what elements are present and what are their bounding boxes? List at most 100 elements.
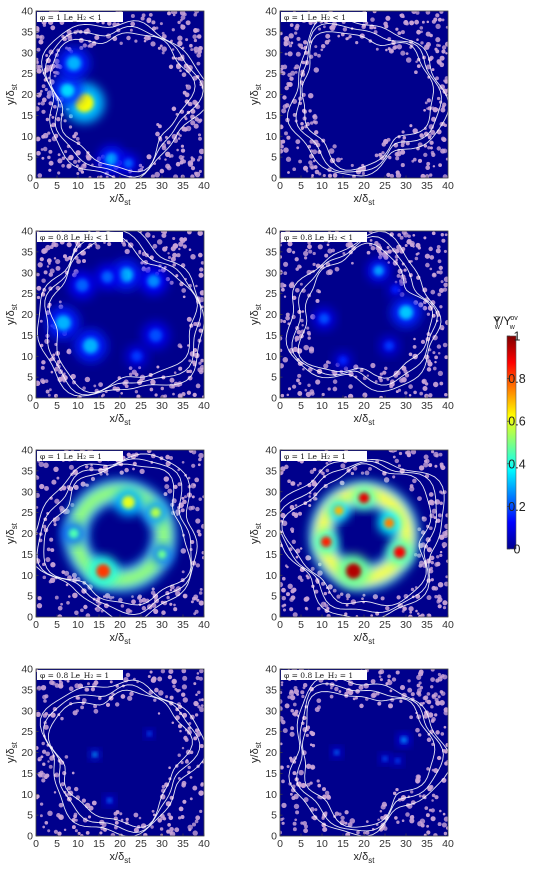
- droplet: [289, 76, 294, 81]
- droplet: [300, 318, 304, 323]
- droplet: [302, 686, 306, 690]
- droplet: [445, 826, 448, 830]
- droplet: [325, 33, 331, 39]
- droplet: [438, 288, 444, 293]
- droplet: [43, 270, 48, 275]
- droplet: [156, 123, 160, 127]
- droplet: [425, 537, 431, 543]
- droplet: [295, 548, 301, 554]
- droplet: [79, 250, 85, 256]
- droplet: [442, 148, 448, 154]
- droplet: [442, 287, 448, 292]
- droplet: [169, 588, 173, 592]
- droplet: [80, 705, 84, 710]
- droplet: [378, 251, 383, 256]
- droplet: [160, 231, 165, 234]
- x-tick-label: 15: [337, 838, 349, 850]
- droplet: [433, 516, 437, 520]
- droplet: [409, 815, 415, 820]
- droplet: [316, 698, 322, 704]
- x-axis-label: x/δst: [354, 193, 376, 207]
- x-tick-label: 20: [114, 619, 126, 631]
- y-tick-label: 10: [265, 131, 277, 143]
- svg-text:φ = 1 Le_H₂ < 1: φ = 1 Le_H₂ < 1: [40, 13, 102, 22]
- droplet: [36, 61, 39, 65]
- droplet: [402, 606, 407, 611]
- droplet: [179, 11, 186, 16]
- droplet: [169, 602, 173, 606]
- y-tick-label: 5: [27, 591, 33, 603]
- droplet: [45, 389, 50, 394]
- x-tick-label: 25: [379, 619, 391, 631]
- droplet: [181, 126, 187, 132]
- droplet: [405, 812, 410, 817]
- droplet: [426, 824, 430, 828]
- droplet: [280, 269, 283, 275]
- x-tick-label: 30: [156, 619, 168, 631]
- droplet: [195, 506, 200, 512]
- droplet: [355, 41, 359, 45]
- droplet: [312, 262, 316, 266]
- droplet: [435, 730, 440, 735]
- droplet: [46, 258, 52, 264]
- droplet: [444, 523, 448, 530]
- droplet: [286, 765, 290, 768]
- droplet: [432, 165, 436, 168]
- droplet: [417, 553, 422, 558]
- droplet: [361, 171, 365, 176]
- droplet: [327, 248, 333, 254]
- droplet: [444, 233, 448, 237]
- droplet: [429, 500, 435, 506]
- y-axis-label: y/δst: [5, 83, 19, 105]
- droplet: [399, 685, 406, 691]
- droplet: [179, 345, 183, 349]
- droplet: [105, 702, 111, 707]
- y-tick-label: 15: [265, 768, 277, 780]
- droplet: [64, 570, 70, 576]
- droplet: [160, 815, 166, 821]
- droplet: [296, 692, 300, 696]
- droplet: [90, 464, 93, 467]
- panel-note: φ = 1 Le_H₂ < 1: [281, 12, 367, 22]
- droplet: [163, 394, 168, 398]
- droplet: [280, 318, 283, 323]
- droplet: [176, 148, 179, 152]
- droplet: [323, 363, 329, 369]
- x-tick-label: 15: [337, 619, 349, 631]
- droplet: [309, 389, 315, 395]
- droplet: [187, 160, 194, 166]
- droplet: [165, 163, 171, 169]
- y-tick-label: 30: [265, 486, 277, 498]
- droplet: [295, 23, 300, 29]
- droplet: [294, 335, 300, 341]
- droplet: [36, 711, 41, 718]
- droplet: [202, 555, 204, 560]
- droplet: [182, 244, 187, 249]
- droplet: [443, 282, 448, 288]
- x-tick-label: 25: [379, 180, 391, 192]
- droplet: [53, 257, 57, 260]
- droplet: [309, 730, 314, 735]
- droplet: [439, 809, 442, 813]
- droplet: [430, 129, 436, 135]
- y-tick-label: 20: [21, 309, 33, 321]
- droplet: [280, 348, 283, 353]
- droplet: [280, 699, 283, 704]
- droplet: [200, 782, 204, 786]
- droplet: [443, 707, 448, 713]
- droplet: [167, 252, 170, 255]
- droplet: [327, 173, 333, 178]
- droplet: [168, 815, 174, 821]
- droplet: [426, 613, 432, 617]
- droplet: [85, 613, 91, 617]
- droplet: [348, 384, 353, 389]
- droplet: [426, 547, 432, 553]
- droplet: [150, 256, 154, 259]
- x-tick-label: 10: [72, 400, 84, 412]
- x-tick-label: 30: [156, 400, 168, 412]
- hotspot: [114, 488, 143, 517]
- droplet: [173, 680, 176, 684]
- droplet: [125, 672, 131, 678]
- x-tick-label: 15: [337, 400, 349, 412]
- droplet: [437, 370, 444, 377]
